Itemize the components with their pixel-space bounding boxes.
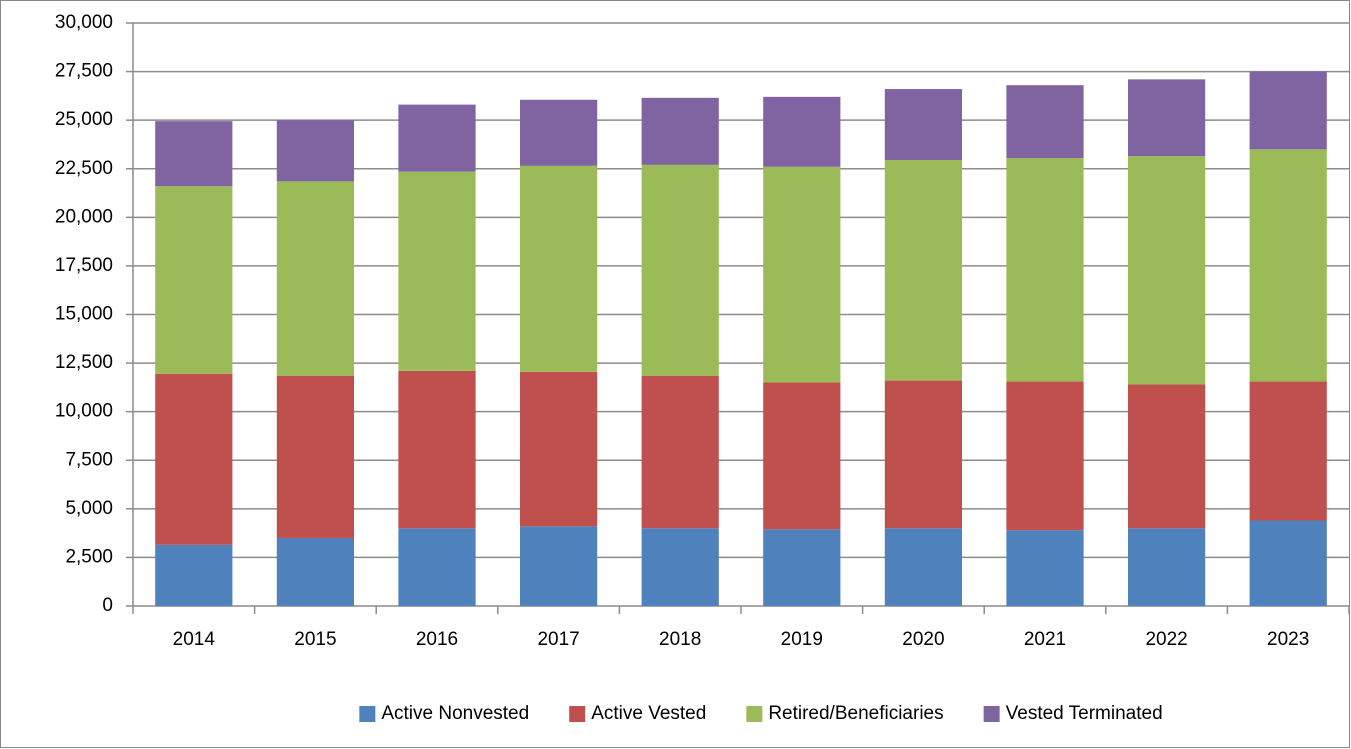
bar-segment bbox=[1127, 384, 1206, 529]
x-tick-label: 2022 bbox=[1145, 629, 1187, 650]
bar-segment bbox=[884, 160, 963, 381]
bar-segment bbox=[763, 166, 841, 383]
bar-segment bbox=[641, 164, 719, 376]
x-tick-label: 2016 bbox=[416, 629, 458, 650]
bar-segment bbox=[1006, 530, 1084, 606]
bar-segment bbox=[519, 165, 598, 372]
legend-swatch bbox=[746, 706, 763, 722]
x-tick-label: 2018 bbox=[659, 629, 701, 650]
bar-segment bbox=[1127, 156, 1206, 385]
bar-segment bbox=[155, 121, 233, 187]
bar-segment bbox=[1127, 528, 1206, 606]
x-tick-label: 2014 bbox=[173, 629, 216, 650]
bar-segment bbox=[1249, 149, 1327, 382]
bar-segment bbox=[155, 373, 233, 545]
x-tick-label: 2019 bbox=[781, 629, 823, 650]
bar-segment bbox=[1249, 71, 1327, 150]
bar-segment bbox=[1127, 79, 1206, 157]
bar-segment bbox=[1006, 85, 1084, 159]
bar-segment bbox=[641, 97, 719, 165]
legend-label: Active Vested bbox=[591, 703, 706, 724]
bar-segment bbox=[398, 171, 476, 371]
bar-segment bbox=[155, 544, 233, 606]
legend-label: Vested Terminated bbox=[1006, 703, 1163, 724]
y-tick-label: 30,000 bbox=[55, 12, 113, 33]
bar-segment bbox=[1006, 381, 1084, 531]
bar-segment bbox=[276, 537, 355, 606]
bar-segment bbox=[276, 120, 355, 182]
bar-segment bbox=[763, 382, 841, 530]
y-tick-label: 15,000 bbox=[55, 304, 113, 325]
y-tick-label: 10,000 bbox=[55, 401, 113, 422]
bar-segment bbox=[519, 526, 598, 606]
bar-segment bbox=[155, 186, 233, 374]
legend-swatch bbox=[359, 706, 376, 722]
bar-segment bbox=[763, 529, 841, 606]
bar-segment bbox=[763, 96, 841, 167]
y-tick-label: 5,000 bbox=[65, 498, 113, 519]
y-tick-label: 2,500 bbox=[65, 546, 113, 567]
bar-segment bbox=[884, 528, 963, 606]
y-tick-label: 17,500 bbox=[55, 255, 113, 276]
x-tick-label: 2023 bbox=[1267, 629, 1309, 650]
bar-segment bbox=[641, 375, 719, 529]
bar-segment bbox=[1249, 381, 1327, 521]
legend-label: Retired/Beneficiaries bbox=[768, 703, 943, 724]
x-tick-label: 2021 bbox=[1024, 629, 1066, 650]
y-tick-label: 20,000 bbox=[55, 206, 113, 227]
bar-segment bbox=[398, 104, 476, 172]
x-tick-label: 2015 bbox=[294, 629, 336, 650]
x-tick-label: 2020 bbox=[902, 629, 944, 650]
bar-segment bbox=[884, 380, 963, 529]
y-tick-label: 12,500 bbox=[55, 352, 113, 373]
bar-segment bbox=[1006, 158, 1084, 382]
bar-segment bbox=[398, 528, 476, 606]
bar-segment bbox=[276, 181, 355, 376]
x-tick-label: 2017 bbox=[537, 629, 579, 650]
y-tick-label: 22,500 bbox=[55, 158, 113, 179]
bar-segment bbox=[641, 528, 719, 606]
legend-swatch bbox=[983, 706, 1000, 722]
y-tick-label: 27,500 bbox=[55, 61, 113, 82]
bar-segment bbox=[1249, 520, 1327, 606]
bar-segment bbox=[398, 370, 476, 529]
y-tick-label: 25,000 bbox=[55, 109, 113, 130]
legend-swatch bbox=[569, 706, 586, 722]
legend-label: Active Nonvested bbox=[381, 703, 529, 724]
y-tick-label: 0 bbox=[102, 595, 113, 616]
bar-segment bbox=[884, 89, 963, 161]
bar-segment bbox=[519, 371, 598, 527]
bar-segment bbox=[519, 99, 598, 166]
y-tick-label: 7,500 bbox=[65, 449, 113, 470]
bar-segment bbox=[276, 375, 355, 538]
